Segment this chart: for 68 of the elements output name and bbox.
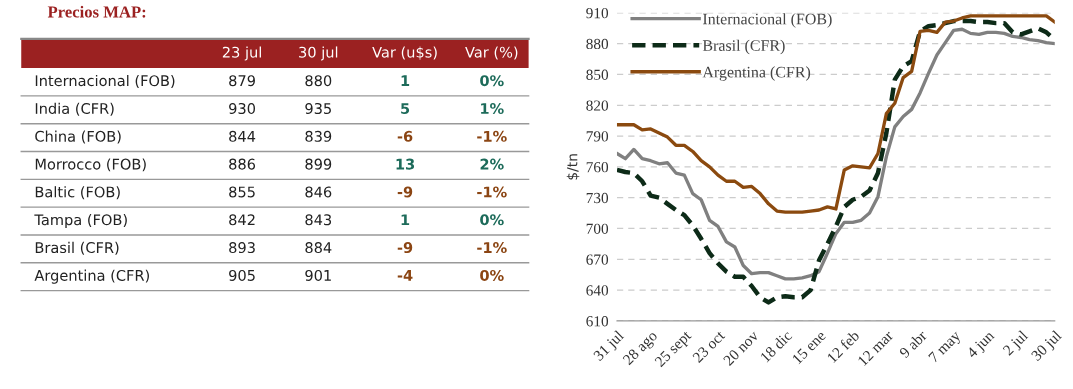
category-label: China (FOB) [35,130,121,144]
data-label: 880 [305,75,332,87]
data-label: 886 [229,158,256,170]
x-tick-label: 15 ene [791,330,827,365]
data-label: 1 [401,214,410,226]
category-label: Internacional (FOB) [35,74,175,88]
data-label: 855 [229,186,255,198]
category-label: Tampa (FOB) [34,214,127,229]
data-label: 842 [229,214,255,226]
data-label: -6 [397,130,413,142]
data-label: -1% [477,130,507,142]
legend-label: Internacional (FOB) [702,13,832,28]
data-label: 2% [480,158,504,170]
x-tick-label: 2 jul [1002,329,1031,359]
data-label: -4 [397,270,413,281]
text: 23 jul [222,46,261,61]
text: Var (%) [465,46,518,60]
category-label: Morrocco (FOB) [35,158,146,172]
legend-label: Argentina (CFR) [702,66,811,81]
data-label: 0% [480,75,504,87]
data-label: 899 [305,158,332,170]
category-label: Baltic (FOB) [35,186,120,200]
data-label: -9 [397,242,413,254]
y-tick-label: 760 [586,162,609,173]
category-label: Argentina (CFR) [34,269,149,284]
y-tick-label: 820 [586,100,609,111]
data-label: 839 [305,130,332,142]
legend-label: Brasil (CFR) [702,39,785,55]
y-tick-label: 910 [586,7,609,19]
data-label: -1% [477,242,507,254]
y-axis-title: $/tn [566,154,580,180]
data-label: 5 [401,103,410,115]
data-label: 930 [229,103,256,115]
category-label: Brasil (CFR) [35,241,119,255]
data-label: 905 [229,269,255,281]
y-tick-label: 790 [586,131,609,142]
data-label: -1% [477,186,507,198]
data-label: 844 [229,130,256,142]
data-label: 0% [480,214,504,226]
x-tick-label: 30 jul [1030,329,1065,364]
data-label: 1% [481,103,504,115]
data-label: -9 [397,186,413,198]
data-label: 935 [305,103,331,115]
y-tick-label: 610 [586,316,609,327]
data-label: 901 [305,269,331,281]
data-label: 846 [305,186,332,198]
data-label: 843 [305,214,332,226]
text: 30 jul [299,46,338,61]
y-tick-label: 730 [586,192,609,204]
data-label: 1 [401,75,410,87]
data-label: 879 [229,75,255,87]
line-series [616,14,1055,214]
y-tick-label: 700 [586,223,609,234]
data-label: 0% [480,269,504,281]
x-tick-label: 18 dic [759,329,793,363]
y-tick-label: 640 [586,285,609,296]
y-tick-label: 880 [586,38,609,50]
y-tick-label: 850 [586,69,609,80]
text: Precios MAP: [47,5,146,18]
text: Var (u$s) [372,46,437,60]
data-label: 893 [229,242,255,254]
x-tick-label: 7 may [928,329,964,366]
data-label: 13 [396,158,415,170]
data-label: 884 [305,242,332,254]
category-label: India (CFR) [35,102,114,116]
y-tick-label: 670 [586,254,609,265]
x-tick-label: 4 jun [966,329,998,361]
x-tick-label: 9 abr [898,329,928,359]
